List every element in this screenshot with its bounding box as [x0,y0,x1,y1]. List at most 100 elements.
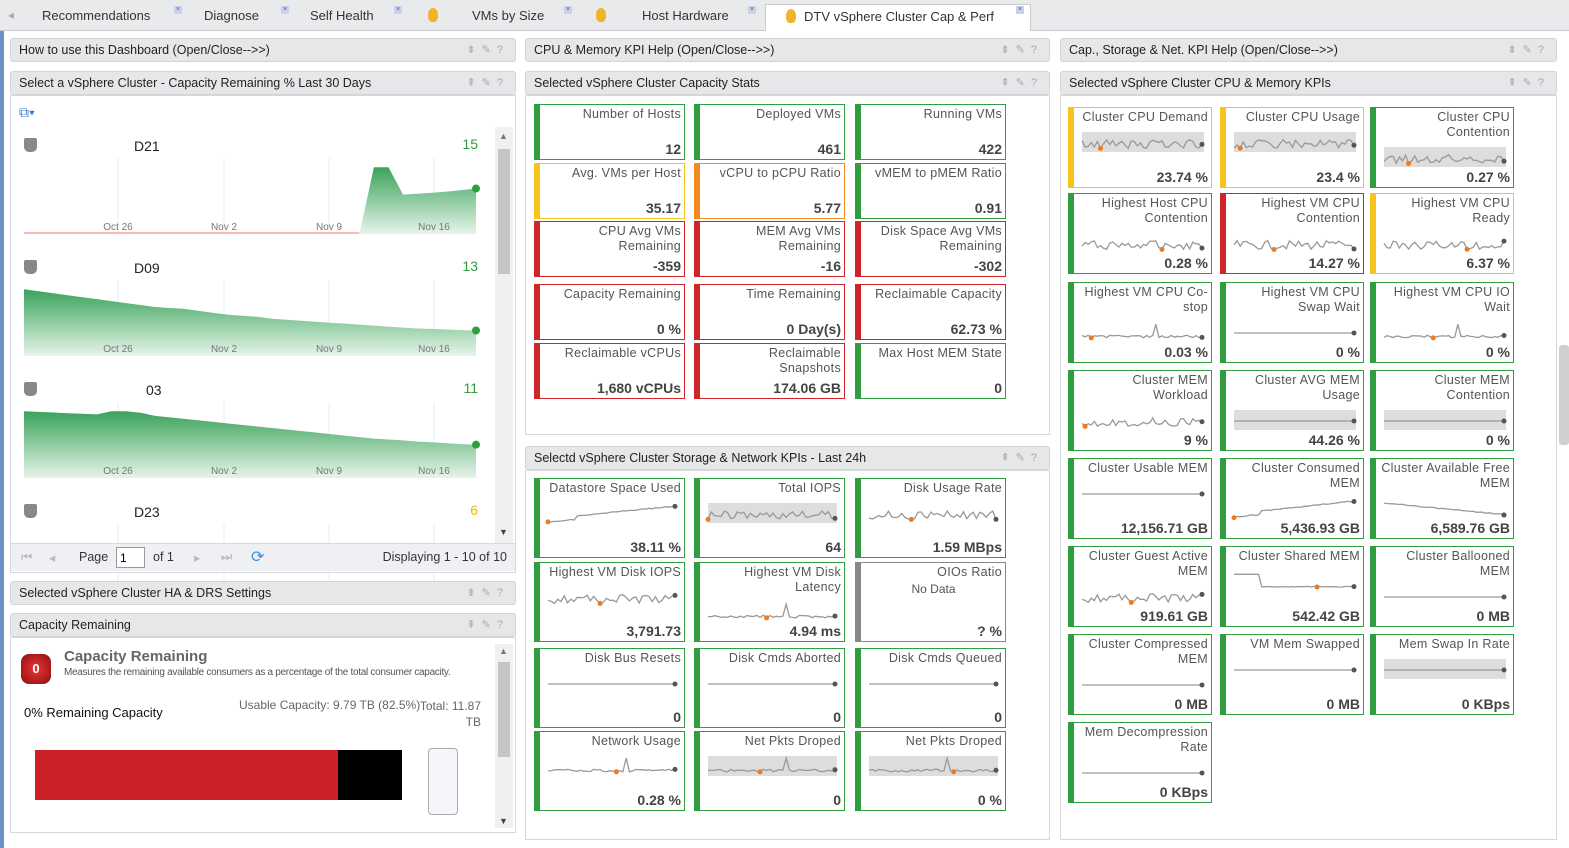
kpi-label: Highest VM CPU Swap Wait [1261,285,1360,314]
panel-tools-icon[interactable]: ⇟✎? [1507,44,1550,56]
refresh-icon[interactable]: ⟳ [251,549,265,566]
tab-close-icon[interactable]: × [564,6,572,14]
kpi-label: Disk Cmds Queued [888,651,1002,665]
kpi-tile-cluster-mem-workload[interactable]: Cluster MEM Workload 9 % [1068,370,1212,451]
kpi-tile-reclaimable-snapshots[interactable]: Reclaimable Snapshots 174.06 GB [694,343,845,399]
kpi-tile-vmem-to-pmem-ratio[interactable]: vMEM to pMEM Ratio 0.91 [855,163,1006,219]
kpi-tile-cluster-shared-mem[interactable]: Cluster Shared MEM 542.42 GB [1220,546,1364,627]
kpi-tile-disk-usage-rate[interactable]: Disk Usage Rate 1.59 MBps [855,478,1006,558]
kpi-tile-running-vms[interactable]: Running VMs 422 [855,104,1006,160]
kpi-tile-cluster-compressed-mem[interactable]: Cluster Compressed MEM 0 MB [1068,634,1212,715]
kpi-tile-network-usage[interactable]: Network Usage 0.28 % [534,731,685,811]
kpi-tile-disk-space-avg-vms-remaining[interactable]: Disk Space Avg VMs Remaining -302 [855,221,1006,277]
kpi-tile-highest-vm-cpu-swap-wait[interactable]: Highest VM CPU Swap Wait 0 % [1220,282,1364,363]
next-page-icon[interactable]: ▸ [194,551,201,565]
kpi-tile-datastore-space-used[interactable]: Datastore Space Used 38.11 % [534,478,685,558]
tab-close-icon[interactable]: × [394,6,402,14]
kpi-tile-cluster-available-free-mem[interactable]: Cluster Available Free MEM 6,589.76 GB [1370,458,1514,539]
tab-close-icon[interactable]: × [281,6,289,14]
panel-tools-icon[interactable]: ⇞✎? [1000,452,1043,464]
cluster-list-scrollbar[interactable]: ▲ ▼ [495,127,513,543]
kpi-tile-cpu-avg-vms-remaining[interactable]: CPU Avg VMs Remaining -359 [534,221,685,277]
kpi-tile-highest-vm-cpu-co-stop[interactable]: Highest VM CPU Co-stop 0.03 % [1068,282,1212,363]
kpi-tile-highest-vm-cpu-contention[interactable]: Highest VM CPU Contention 14.27 % [1220,193,1364,274]
panel-tools-icon[interactable]: ⇞✎? [466,619,509,631]
kpi-tile-mem-decompression-rate[interactable]: Mem Decompression Rate 0 KBps [1068,722,1212,803]
kpi-tile-time-remaining[interactable]: Time Remaining 0 Day(s) [694,284,845,340]
kpi-tile-disk-bus-resets[interactable]: Disk Bus Resets 0 [534,648,685,728]
kpi-tile-cluster-mem-contention[interactable]: Cluster MEM Contention 0 % [1370,370,1514,451]
kpi-tile-reclaimable-vcpus[interactable]: Reclaimable vCPUs 1,680 vCPUs [534,343,685,399]
first-page-icon[interactable]: ⏮ [21,550,33,564]
kpi-tile-max-host-mem-state[interactable]: Max Host MEM State 0 [855,343,1006,399]
capacity-scrollbar[interactable]: ▲ ▼ [495,644,513,828]
kpi-tile-cluster-avg-mem-usage[interactable]: Cluster AVG MEM Usage 44.26 % [1220,370,1364,451]
cap-help-panel-header[interactable]: Cap., Storage & Net. KPI Help (Open/Clos… [1060,38,1557,62]
view-mode-icon[interactable]: ⧉▾ [19,104,35,120]
last-page-icon[interactable]: ⏭ [221,550,233,564]
cluster-name: D23 [134,504,160,520]
prev-page-icon[interactable]: ◂ [49,551,56,565]
tab-recommendations[interactable]: Recommendations [42,8,151,23]
kpi-tile-number-of-hosts[interactable]: Number of Hosts 12 [534,104,685,160]
kpi-tile-avg-vms-per-host[interactable]: Avg. VMs per Host 35.17 [534,163,685,219]
kpi-tile-highest-vm-cpu-io-wait[interactable]: Highest VM CPU IO Wait 0 % [1370,282,1514,363]
tab-close-icon[interactable]: × [1016,6,1024,14]
kpi-tile-net-pkts-droped[interactable]: Net Pkts Droped 0 [694,731,845,811]
tab-diagnose[interactable]: Diagnose [204,8,259,23]
kpi-tile-highest-vm-cpu-ready[interactable]: Highest VM CPU Ready 6.37 % [1370,193,1514,274]
kpi-tile-cluster-consumed-mem[interactable]: Cluster Consumed MEM 5,436.93 GB [1220,458,1364,539]
kpi-tile-deployed-vms[interactable]: Deployed VMs 461 [694,104,845,160]
scrollbar-thumb[interactable] [498,662,510,757]
kpi-tile-highest-vm-disk-iops[interactable]: Highest VM Disk IOPS 3,791.73 [534,562,685,642]
tab-close-icon[interactable]: × [748,6,756,14]
kpi-tile-oios-ratio[interactable]: OIOs Ratio No Data ? % [855,562,1006,642]
tab-close-icon[interactable]: × [174,6,182,14]
kpi-tile-highest-vm-disk-latency[interactable]: Highest VM Disk Latency 4.94 ms [694,562,845,642]
scroll-down-icon[interactable]: ▼ [499,527,508,537]
panel-tools-icon[interactable]: ⇟✎? [1000,44,1043,56]
kpi-tile-cluster-cpu-usage[interactable]: Cluster CPU Usage 23.4 % [1220,107,1364,188]
kpi-tile-mem-swap-in-rate[interactable]: Mem Swap In Rate 0 KBps [1370,634,1514,715]
kpi-label: Highest VM CPU Contention [1261,196,1360,225]
panel-tools-icon[interactable]: ⇟✎? [466,44,509,56]
kpi-tile-mem-avg-vms-remaining[interactable]: MEM Avg VMs Remaining -16 [694,221,845,277]
kpi-tile-cluster-cpu-contention[interactable]: Cluster CPU Contention 0.27 % [1370,107,1514,188]
kpi-tile-cluster-cpu-demand[interactable]: Cluster CPU Demand 23.74 % [1068,107,1212,188]
scroll-up-icon[interactable]: ▲ [499,646,508,656]
kpi-value: 23.74 % [1156,169,1208,185]
kpi-tile-vcpu-to-pcpu-ratio[interactable]: vCPU to pCPU Ratio 5.77 [694,163,845,219]
scroll-down-icon[interactable]: ▼ [499,816,508,826]
kpi-tile-reclaimable-capacity[interactable]: Reclaimable Capacity 62.73 % [855,284,1006,340]
tab-scroll-left-icon[interactable]: ◂ [8,8,15,22]
kpi-tile-cluster-usable-mem[interactable]: Cluster Usable MEM 12,156.71 GB [1068,458,1212,539]
usable-capacity: Usable Capacity: 9.79 TB (82.5%) [239,698,421,712]
kpi-tile-capacity-remaining[interactable]: Capacity Remaining 0 % [534,284,685,340]
kpi-tile-disk-cmds-queued[interactable]: Disk Cmds Queued 0 [855,648,1006,728]
scroll-up-icon[interactable]: ▲ [499,131,508,141]
sparkline-min-marker [1237,145,1243,151]
panel-tools-icon[interactable]: ⇞✎? [1000,77,1043,89]
kpi-tile-net-pkts-droped[interactable]: Net Pkts Droped 0 % [855,731,1006,811]
ha-drs-panel-header[interactable]: Selected vSphere Cluster HA & DRS Settin… [10,581,516,605]
scrollbar-thumb[interactable] [498,149,510,274]
kpi-label: Time Remaining [746,287,841,301]
tab-vms-by-size[interactable]: VMs by Size [472,8,545,23]
tab-self-health[interactable]: Self Health [310,8,374,23]
panel-tools-icon[interactable]: ⇞✎? [1507,77,1550,89]
kpi-tile-vm-mem-swapped[interactable]: VM Mem Swapped 0 MB [1220,634,1364,715]
kpi-tile-cluster-guest-active-mem[interactable]: Cluster Guest Active MEM 919.61 GB [1068,546,1212,627]
kpi-tile-total-iops[interactable]: Total IOPS 64 [694,478,845,558]
panel-tools-icon[interactable]: ⇞✎? [466,77,509,89]
kpi-tile-disk-cmds-aborted[interactable]: Disk Cmds Aborted 0 [694,648,845,728]
page-scrollbar[interactable] [1559,345,1569,445]
tab-host-hardware[interactable]: Host Hardware [642,8,729,23]
cpu-help-panel-header[interactable]: CPU & Memory KPI Help (Open/Close-->>) ⇟✎… [525,38,1050,62]
tab-dtv-vsphere-cluster[interactable]: DTV vSphere Cluster Cap & Perf [765,4,1031,31]
cluster-icon [24,382,37,396]
panel-tools-icon[interactable]: ⇟✎? [466,587,509,599]
kpi-tile-highest-host-cpu-contention[interactable]: Highest Host CPU Contention 0.28 % [1068,193,1212,274]
page-number-input[interactable] [116,547,145,568]
kpi-tile-cluster-ballooned-mem[interactable]: Cluster Ballooned MEM 0 MB [1370,546,1514,627]
how-to-panel-header[interactable]: How to use this Dashboard (Open/Close-->… [10,38,516,62]
